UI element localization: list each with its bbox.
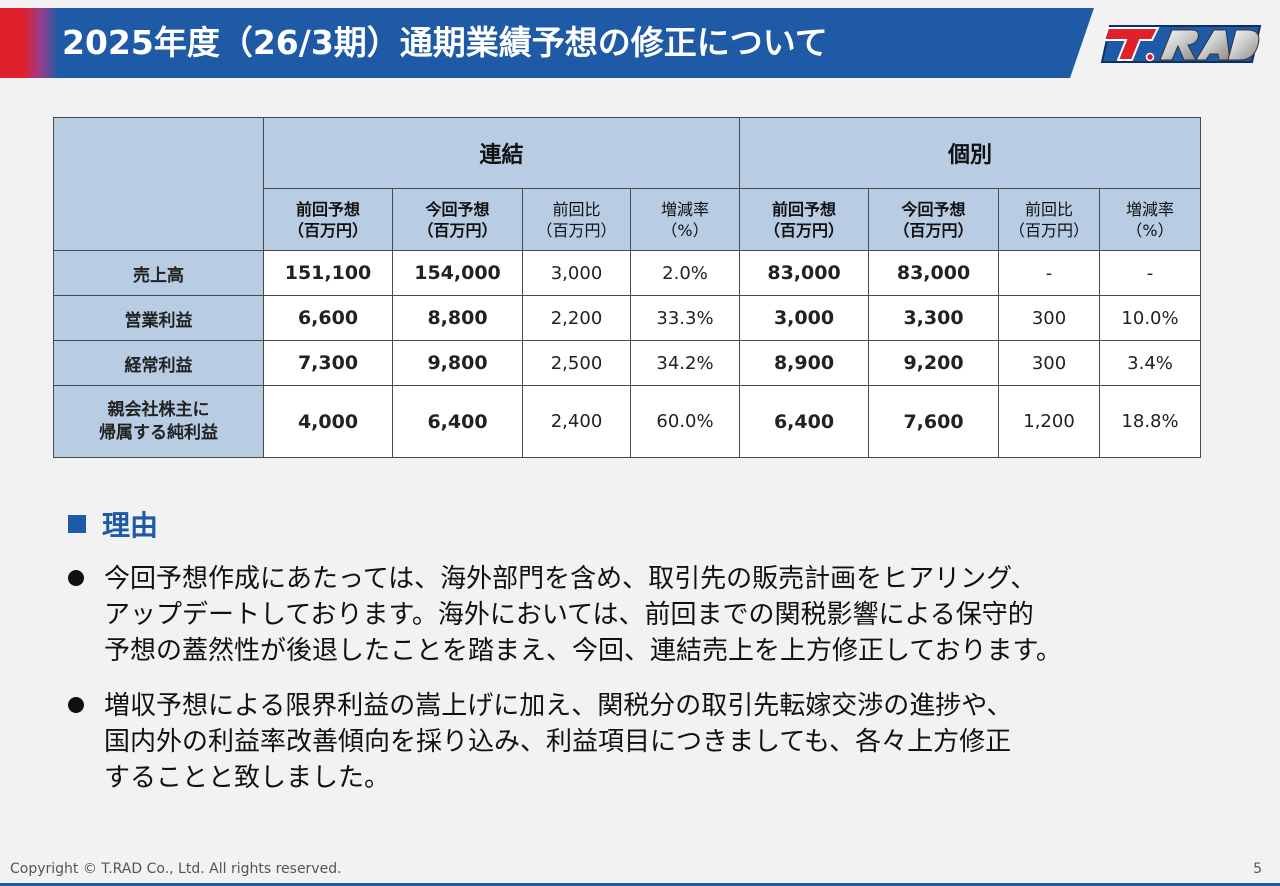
table-cell: -: [1099, 250, 1202, 296]
table-cell: 4,000: [263, 385, 393, 458]
column-header: 今回予想 （百万円）: [868, 188, 1000, 251]
table-cell: 3,000: [739, 295, 870, 341]
banner-accent-stripe: [0, 8, 58, 78]
table-cell: -: [998, 250, 1101, 296]
trad-logo: [1100, 25, 1262, 63]
table-row: 経常利益 7,300 9,800 2,500 34.2% 8,900 9,200…: [53, 340, 1202, 386]
table-cell: 6,400: [392, 385, 523, 458]
table-cell: 3,000: [522, 250, 631, 296]
square-bullet-icon: [68, 515, 86, 533]
footer-divider: [0, 883, 1280, 886]
table-cell: 2,400: [522, 385, 631, 458]
forecast-table: 連結 個別 前回予想 （百万円） 今回予想 （百万円） 前回比 （百万円） 増減率 （%…: [53, 117, 1202, 458]
table-row: 売上高 151,100 154,000 3,000 2.0% 83,000 83…: [53, 250, 1202, 296]
table-cell: 1,200: [998, 385, 1101, 458]
row-label: 売上高: [53, 250, 264, 296]
column-header: 今回予想 （百万円）: [392, 188, 523, 251]
copyright-text: Copyright © T.RAD Co., Ltd. All rights r…: [10, 861, 342, 877]
column-header: 前回予想 （百万円）: [739, 188, 870, 251]
table-cell: 7,600: [868, 385, 1000, 458]
table-cell: 9,200: [868, 340, 1000, 386]
column-header: 前回比 （百万円）: [998, 188, 1101, 251]
row-label: 経常利益: [53, 340, 264, 386]
table-cell: 10.0%: [1099, 295, 1202, 341]
bullet-dot-icon: [68, 570, 84, 586]
table-cell: 34.2%: [629, 340, 741, 386]
table-cell: 2.0%: [629, 250, 741, 296]
table-cell: 151,100: [263, 250, 393, 296]
reason-section-heading: 理由: [68, 504, 158, 544]
table-cell: 3.4%: [1099, 340, 1202, 386]
table-cell: 8,800: [392, 295, 523, 341]
table-cell: 83,000: [739, 250, 870, 296]
table-cell: 9,800: [392, 340, 523, 386]
table-cell: 300: [998, 295, 1101, 341]
page-title: 2025年度（26/3期）通期業績予想の修正について: [62, 23, 828, 62]
bullet-dot-icon: [68, 697, 84, 713]
table-cell: 6,600: [263, 295, 393, 341]
group-header-consolidated: 連結: [262, 117, 741, 189]
table-cell: 2,500: [522, 340, 631, 386]
table-cell: 2,200: [522, 295, 631, 341]
table-cell: 3,300: [868, 295, 1000, 341]
table-cell: 83,000: [868, 250, 1000, 296]
table-cell: 6,400: [739, 385, 870, 458]
table-cell: 8,900: [739, 340, 870, 386]
table-corner-cell: [53, 117, 264, 251]
reason-bullet-text: 今回予想作成にあたっては、海外部門を含め、取引先の販売計画をヒアリング、 アップ…: [104, 564, 1062, 666]
reason-bullet-text: 増収予想による限界利益の嵩上げに加え、関税分の取引先転嫁交渉の進捗や、 国内外の…: [104, 691, 1013, 793]
page-number: 5: [1253, 861, 1262, 877]
table-cell: 60.0%: [629, 385, 741, 458]
reason-title: 理由: [102, 509, 159, 542]
group-header-nonconsolidated: 個別: [739, 117, 1202, 189]
row-label: 親会社株主に 帰属する純利益: [53, 385, 264, 458]
column-header: 増減率 （%）: [629, 188, 741, 251]
table-cell: 33.3%: [629, 295, 741, 341]
reason-bullet: 増収予想による限界利益の嵩上げに加え、関税分の取引先転嫁交渉の進捗や、 国内外の…: [68, 688, 1012, 796]
column-header: 増減率 （%）: [1099, 188, 1202, 251]
table-cell: 154,000: [392, 250, 523, 296]
table-row: 親会社株主に 帰属する純利益 4,000 6,400 2,400 60.0% 6,…: [53, 385, 1202, 458]
table-cell: 300: [998, 340, 1101, 386]
title-banner: [0, 8, 1094, 78]
reason-bullet: 今回予想作成にあたっては、海外部門を含め、取引先の販売計画をヒアリング、 アップ…: [68, 561, 1062, 669]
column-header: 前回比 （百万円）: [522, 188, 631, 251]
column-header: 前回予想 （百万円）: [263, 188, 393, 251]
row-label: 営業利益: [53, 295, 264, 341]
table-row: 営業利益 6,600 8,800 2,200 33.3% 3,000 3,300…: [53, 295, 1202, 341]
table-cell: 18.8%: [1099, 385, 1202, 458]
table-cell: 7,300: [263, 340, 393, 386]
